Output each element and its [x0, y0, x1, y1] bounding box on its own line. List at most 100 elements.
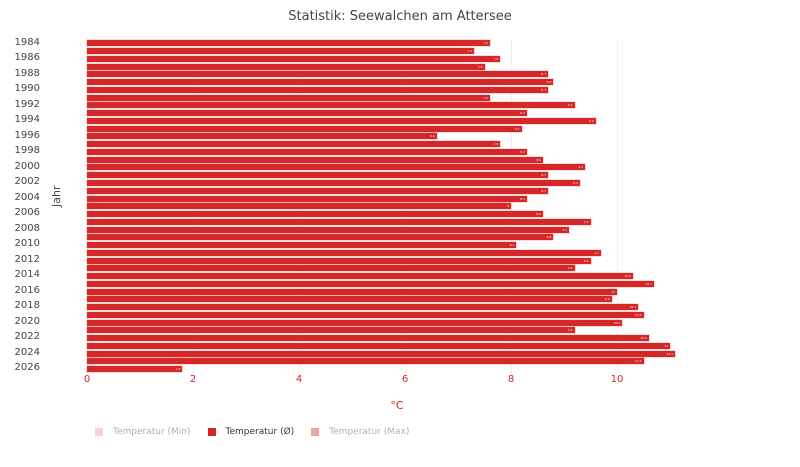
bar-2002[interactable]: 9.3	[87, 179, 580, 186]
bar-1997[interactable]: 7.8	[87, 141, 501, 148]
bar-value-label: 8.7	[541, 87, 547, 92]
bar-2008[interactable]: 9.1	[87, 226, 570, 233]
bar-value-label: 8.3	[520, 196, 525, 201]
bar-value-label: 9.7	[594, 250, 600, 255]
bar-2014[interactable]: 10.3	[87, 273, 633, 280]
bar-2026[interactable]: 1.8	[87, 366, 183, 373]
legend-swatch-icon	[311, 428, 320, 436]
legend-item-min[interactable]: Temperatur (Min)	[95, 427, 191, 437]
legend-item-avg[interactable]: Temperatur (Ø)	[207, 427, 294, 437]
x-tick-label: 2	[189, 374, 197, 385]
y-tick-label: 2026	[14, 362, 40, 374]
bar-1992[interactable]: 9.2	[87, 102, 575, 109]
y-tick-label: 2000	[14, 160, 40, 172]
plot-area: 7.6 7.3 7.8 7.5 8.7 8.8 8.7 7.6 9.2 8.3 9.6 8.2 6.6 7…	[87, 39, 787, 373]
bar-1984[interactable]: 7.6	[87, 40, 490, 47]
bar-value-label: 7.5	[477, 64, 483, 69]
bar-2013[interactable]: 9.2	[87, 265, 575, 272]
bar-1985[interactable]: 7.3	[87, 48, 474, 55]
bar-2017[interactable]: 9.9	[87, 296, 612, 303]
x-axis-title: °C	[390, 399, 404, 412]
bar-1994[interactable]: 9.6	[87, 117, 596, 124]
legend: Temperatur (Min) Temperatur (Ø) Temperatur…	[95, 427, 426, 437]
y-tick-label: 2022	[14, 331, 40, 343]
bar-value-label: 10.3	[624, 274, 631, 279]
bar-2011[interactable]: 9.7	[87, 249, 602, 256]
bar-2019[interactable]: 10.5	[87, 311, 644, 318]
bar-1995[interactable]: 8.2	[87, 125, 522, 132]
bar-value-label: 8.2	[514, 126, 520, 131]
y-tick-label: 1988	[14, 67, 40, 79]
bar-value-label: 8.6	[536, 212, 541, 217]
bar-1996[interactable]: 6.6	[87, 133, 437, 140]
y-tick-label: 2002	[14, 176, 40, 188]
y-tick-label: 1998	[14, 145, 40, 157]
grid-line	[617, 39, 618, 373]
legend-item-max[interactable]: Temperatur (Max)	[311, 427, 409, 437]
bar-2012[interactable]: 9.5	[87, 257, 591, 264]
bar-2015[interactable]: 10.7	[87, 280, 655, 287]
bar-2005[interactable]: 8	[87, 203, 511, 210]
bar-1989[interactable]: 8.8	[87, 79, 554, 86]
x-tick-label: 8	[507, 374, 515, 385]
y-tick-label: 2016	[14, 284, 40, 296]
bar-value-label: 8.6	[536, 157, 541, 162]
bar-2007[interactable]: 9.5	[87, 218, 591, 225]
legend-swatch-icon	[207, 428, 216, 436]
bar-2001[interactable]: 8.7	[87, 172, 549, 179]
y-tick-label: 1986	[14, 52, 40, 64]
y-tick-label: 2018	[14, 300, 40, 312]
x-tick-label: 10	[610, 374, 624, 385]
bar-value-label: 6.6	[430, 134, 435, 139]
bar-1993[interactable]: 8.3	[87, 110, 527, 117]
bar-1999[interactable]: 8.6	[87, 156, 543, 163]
bar-1991[interactable]: 7.6	[87, 94, 490, 101]
bar-2016[interactable]: 10	[87, 288, 617, 295]
y-tick-label: 2012	[14, 253, 40, 265]
bar-value-label: 8.1	[509, 243, 515, 248]
bar-value-label: 9.2	[567, 328, 573, 333]
bar-2023[interactable]: 11	[87, 342, 670, 349]
bar-value-label: 9.2	[567, 103, 573, 108]
y-tick-label: 2004	[14, 191, 40, 203]
bar-2020[interactable]: 10.1	[87, 319, 623, 326]
bar-2021[interactable]: 9.2	[87, 327, 575, 334]
bar-2025[interactable]: 10.5	[87, 358, 644, 365]
y-tick-label: 1996	[14, 129, 40, 141]
bar-value-label: 8.7	[541, 188, 547, 193]
bar-1990[interactable]: 8.7	[87, 86, 549, 93]
bar-1998[interactable]: 8.3	[87, 148, 527, 155]
bar-2006[interactable]: 8.6	[87, 211, 543, 218]
x-tick-label: 0	[83, 374, 91, 385]
bar-value-label: 9.3	[573, 180, 578, 185]
bar-2000[interactable]: 9.4	[87, 164, 586, 171]
bar-1988[interactable]: 8.7	[87, 71, 549, 78]
bar-2024[interactable]: 11.1	[87, 350, 676, 357]
bar-2009[interactable]: 8.8	[87, 234, 554, 241]
bar-value-label: 11	[664, 343, 668, 348]
bar-2022[interactable]: 10.6	[87, 335, 649, 342]
y-axis-title: Jahr	[50, 185, 63, 207]
legend-swatch-icon	[95, 428, 103, 436]
bar-2003[interactable]: 8.7	[87, 187, 549, 194]
bar-value-label: 8.8	[546, 235, 552, 240]
y-tick-label: 2014	[14, 269, 40, 281]
legend-label: Temperatur (Min)	[113, 427, 191, 437]
bar-value-label: 7.8	[493, 56, 499, 61]
bar-1986[interactable]: 7.8	[87, 55, 501, 62]
bar-value-label: 10.7	[645, 281, 653, 286]
bar-value-label: 9.5	[583, 258, 589, 263]
bar-1987[interactable]: 7.5	[87, 63, 485, 70]
bar-value-label: 9.5	[583, 219, 589, 224]
bar-value-label: 9.2	[567, 266, 573, 271]
bar-value-label: 1.8	[175, 367, 181, 372]
bar-value-label: 7.6	[483, 95, 488, 100]
bar-2004[interactable]: 8.3	[87, 195, 527, 202]
y-tick-label: 1990	[14, 83, 40, 95]
bar-value-label: 7.3	[467, 49, 472, 54]
chart-title: Statistik: Seewalchen am Attersee	[288, 9, 512, 24]
bar-2018[interactable]: 10.4	[87, 304, 639, 311]
bar-2010[interactable]: 8.1	[87, 242, 517, 249]
y-tick-label: 1994	[14, 114, 40, 126]
bar-value-label: 9.9	[604, 297, 610, 302]
